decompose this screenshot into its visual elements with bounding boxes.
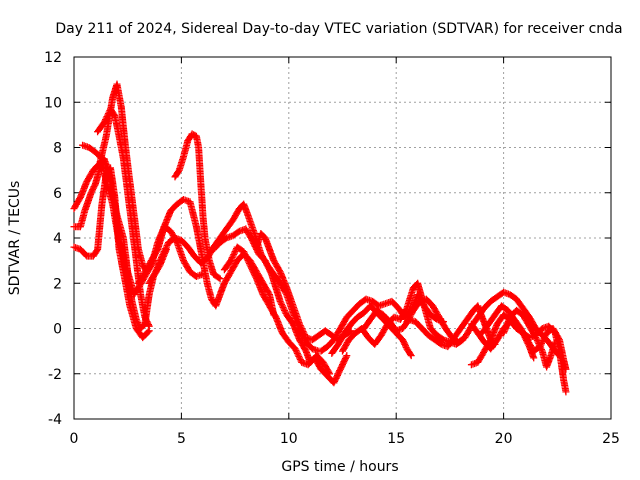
- y-tick-label: 6: [53, 186, 62, 202]
- x-tick-label: 15: [387, 431, 405, 447]
- y-tick-label: 4: [53, 231, 62, 247]
- y-tick-label: -4: [48, 412, 62, 428]
- y-tick-label: 0: [53, 322, 62, 338]
- series-track-14: [339, 279, 467, 355]
- series-track-6: [134, 196, 278, 319]
- x-tick-label: 10: [280, 431, 298, 447]
- y-tick-label: 8: [53, 141, 62, 157]
- series-track-20: [467, 318, 538, 362]
- plot-frame: [73, 56, 612, 420]
- axis-ticks: 0 5 10 15 20 25 -4 -2 0 2 4 6 8 10 12: [44, 50, 620, 447]
- y-axis-label: SDTVAR / TECUs: [7, 181, 23, 296]
- y-tick-label: -2: [48, 367, 62, 383]
- y-tick-label: 12: [44, 50, 62, 66]
- series-track-7: [171, 130, 224, 283]
- y-tick-label: 10: [44, 95, 62, 111]
- y-tick-label: 2: [53, 276, 62, 292]
- data-points: [70, 80, 570, 396]
- x-tick-label: 20: [495, 431, 513, 447]
- series-track-2: [94, 105, 153, 330]
- series-track-10: [220, 243, 351, 387]
- x-tick-label: 5: [177, 431, 186, 447]
- x-axis-label: GPS time / hours: [281, 459, 398, 475]
- x-tick-label: 25: [602, 431, 620, 447]
- x-tick-label: 0: [70, 431, 79, 447]
- chart-title: Day 211 of 2024, Sidereal Day-to-day VTE…: [55, 21, 622, 37]
